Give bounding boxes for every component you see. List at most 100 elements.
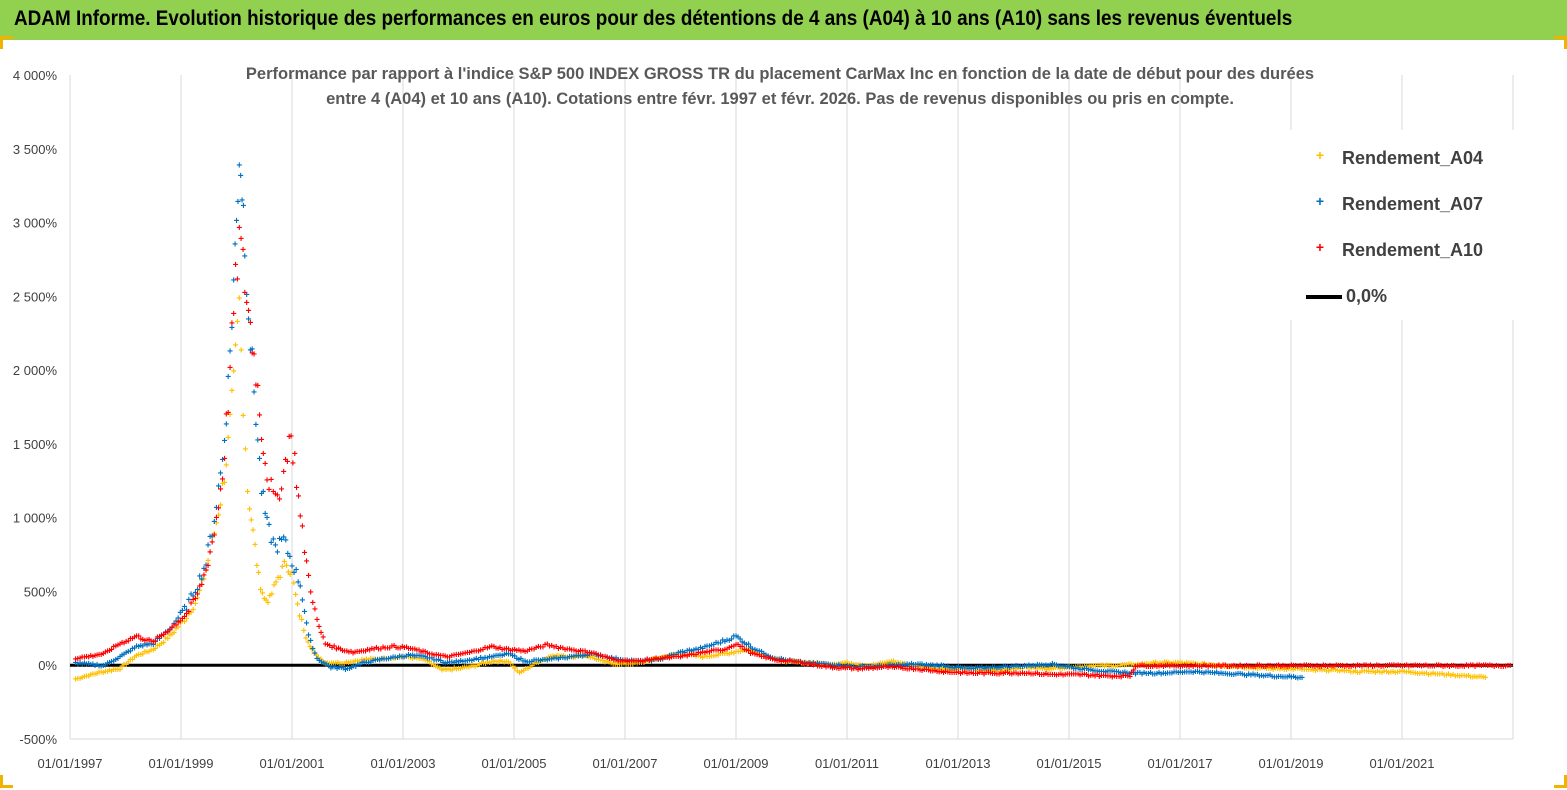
data-point: + xyxy=(96,668,102,679)
data-point: + xyxy=(945,667,951,678)
data-point: + xyxy=(188,590,194,601)
data-point: + xyxy=(304,619,310,630)
data-point: + xyxy=(913,661,919,672)
data-point: + xyxy=(1216,669,1222,680)
data-point: + xyxy=(562,653,568,664)
data-point: + xyxy=(350,648,356,659)
data-point: + xyxy=(871,660,877,671)
data-point: + xyxy=(327,659,333,670)
data-point: + xyxy=(127,655,133,666)
data-point: + xyxy=(600,652,606,663)
data-point: + xyxy=(433,650,439,661)
data-point: + xyxy=(90,652,96,663)
data-point: + xyxy=(121,638,127,649)
data-point: + xyxy=(447,665,453,676)
data-point: + xyxy=(862,661,868,672)
data-point: + xyxy=(152,637,158,648)
data-point: + xyxy=(1055,663,1061,674)
data-point: + xyxy=(711,640,717,651)
data-point: + xyxy=(612,660,618,671)
data-point: + xyxy=(127,647,133,658)
data-point: + xyxy=(363,647,369,658)
data-point: + xyxy=(361,647,367,658)
data-point: + xyxy=(123,637,129,648)
data-point: + xyxy=(499,657,505,668)
data-point: + xyxy=(593,649,599,660)
data-point: + xyxy=(823,659,829,670)
data-point: + xyxy=(1032,661,1038,672)
data-point: + xyxy=(123,660,129,671)
data-point: + xyxy=(291,568,297,579)
data-point: + xyxy=(391,641,397,652)
data-point: + xyxy=(602,652,608,663)
data-point: + xyxy=(906,665,912,676)
data-point: + xyxy=(195,590,201,601)
data-point: + xyxy=(154,641,160,652)
data-point: + xyxy=(281,533,287,544)
data-point: + xyxy=(190,595,196,606)
data-point: + xyxy=(643,657,649,668)
data-point: + xyxy=(1446,669,1452,680)
data-point: + xyxy=(474,661,480,672)
data-point: + xyxy=(533,658,539,669)
data-point: + xyxy=(729,642,735,653)
data-point: + xyxy=(94,669,100,680)
data-point: + xyxy=(73,658,79,669)
data-point: + xyxy=(268,475,274,486)
data-point: + xyxy=(100,649,106,660)
data-point: + xyxy=(737,647,743,658)
data-point: + xyxy=(1455,671,1461,682)
data-point: + xyxy=(885,663,891,674)
data-point: + xyxy=(785,656,791,667)
data-point: + xyxy=(363,655,369,666)
data-point: + xyxy=(1070,663,1076,674)
data-point: + xyxy=(533,643,539,654)
data-point: + xyxy=(343,658,349,669)
data-point: + xyxy=(410,651,416,662)
data-point: + xyxy=(142,640,148,651)
data-point: + xyxy=(186,609,192,620)
data-point: + xyxy=(355,656,361,667)
data-point: + xyxy=(1288,673,1294,684)
data-point: + xyxy=(827,662,833,673)
data-point: + xyxy=(682,651,688,662)
data-point: + xyxy=(666,651,672,662)
legend-item-a07: + Rendement_A07 xyxy=(1290,191,1515,221)
data-point: + xyxy=(880,658,886,669)
data-point: + xyxy=(979,663,985,674)
data-point: + xyxy=(919,660,925,671)
data-point: + xyxy=(793,657,799,668)
data-point: + xyxy=(1124,660,1130,671)
data-point: + xyxy=(1011,662,1017,673)
data-point: + xyxy=(356,647,362,658)
data-point: + xyxy=(795,657,801,668)
data-point: + xyxy=(388,654,394,665)
data-point: + xyxy=(1379,668,1385,679)
data-point: + xyxy=(673,650,679,661)
data-point: + xyxy=(510,662,516,673)
data-point: + xyxy=(150,640,156,651)
banner xyxy=(0,0,1567,40)
data-point: + xyxy=(403,652,409,663)
data-point: + xyxy=(1000,662,1006,673)
data-point: + xyxy=(542,655,548,666)
data-point: + xyxy=(618,657,624,668)
data-point: + xyxy=(177,617,183,628)
data-point: + xyxy=(540,643,546,654)
data-point: + xyxy=(253,381,259,392)
data-point: + xyxy=(1286,664,1292,675)
data-point: + xyxy=(1410,668,1416,679)
data-point: + xyxy=(342,665,348,676)
data-point: + xyxy=(778,657,784,668)
data-point: + xyxy=(262,459,268,470)
data-point: + xyxy=(748,649,754,660)
data-point: + xyxy=(218,501,224,512)
data-point: + xyxy=(1312,666,1318,677)
data-point: + xyxy=(1237,669,1243,680)
data-point: + xyxy=(227,347,233,358)
data-point: + xyxy=(1097,661,1103,672)
data-point: + xyxy=(161,630,167,641)
data-point: + xyxy=(783,656,789,667)
data-point: + xyxy=(554,651,560,662)
data-point: + xyxy=(109,657,115,668)
